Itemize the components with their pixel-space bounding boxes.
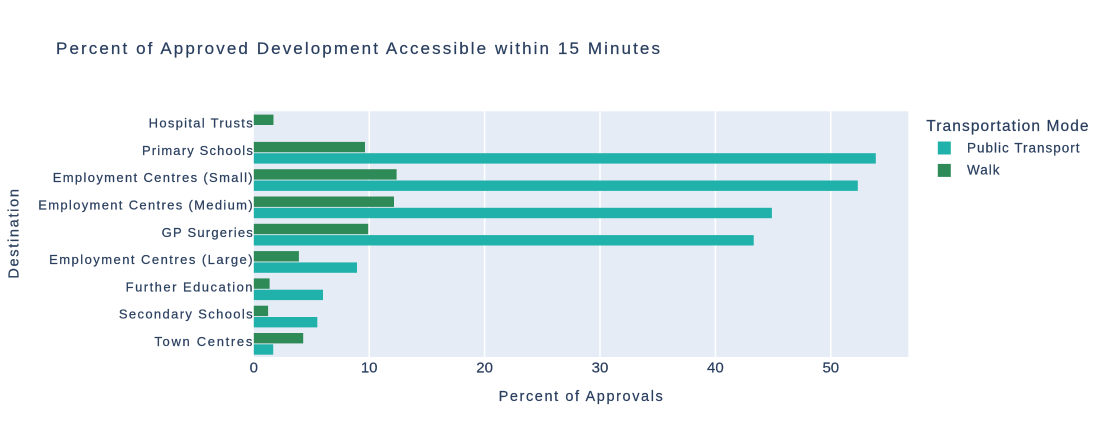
svg-text:Primary Schools: Primary Schools (142, 143, 254, 158)
svg-text:10: 10 (361, 359, 378, 376)
svg-text:GP Surgeries: GP Surgeries (162, 225, 254, 240)
svg-text:Hospital Trusts: Hospital Trusts (149, 116, 254, 131)
svg-text:40: 40 (707, 359, 724, 376)
svg-text:Employment Centres (Large): Employment Centres (Large) (49, 252, 254, 267)
svg-text:Town Centres: Town Centres (154, 334, 254, 349)
svg-text:Transportation Mode: Transportation Mode (926, 118, 1089, 135)
svg-text:0: 0 (250, 359, 258, 376)
svg-text:Employment Centres (Small): Employment Centres (Small) (53, 170, 254, 185)
svg-text:Percent of Approvals: Percent of Approvals (499, 389, 665, 405)
svg-text:Public Transport: Public Transport (967, 140, 1081, 155)
svg-text:Walk: Walk (967, 163, 1001, 178)
svg-text:50: 50 (822, 359, 839, 376)
svg-text:Destination: Destination (7, 187, 23, 278)
svg-text:Percent of Approved Developmen: Percent of Approved Development Accessib… (56, 39, 662, 58)
svg-text:Further Education: Further Education (126, 279, 254, 294)
svg-text:20: 20 (476, 359, 493, 376)
svg-text:Secondary Schools: Secondary Schools (119, 307, 254, 322)
svg-text:30: 30 (592, 359, 609, 376)
svg-text:Employment Centres (Medium): Employment Centres (Medium) (38, 197, 254, 212)
